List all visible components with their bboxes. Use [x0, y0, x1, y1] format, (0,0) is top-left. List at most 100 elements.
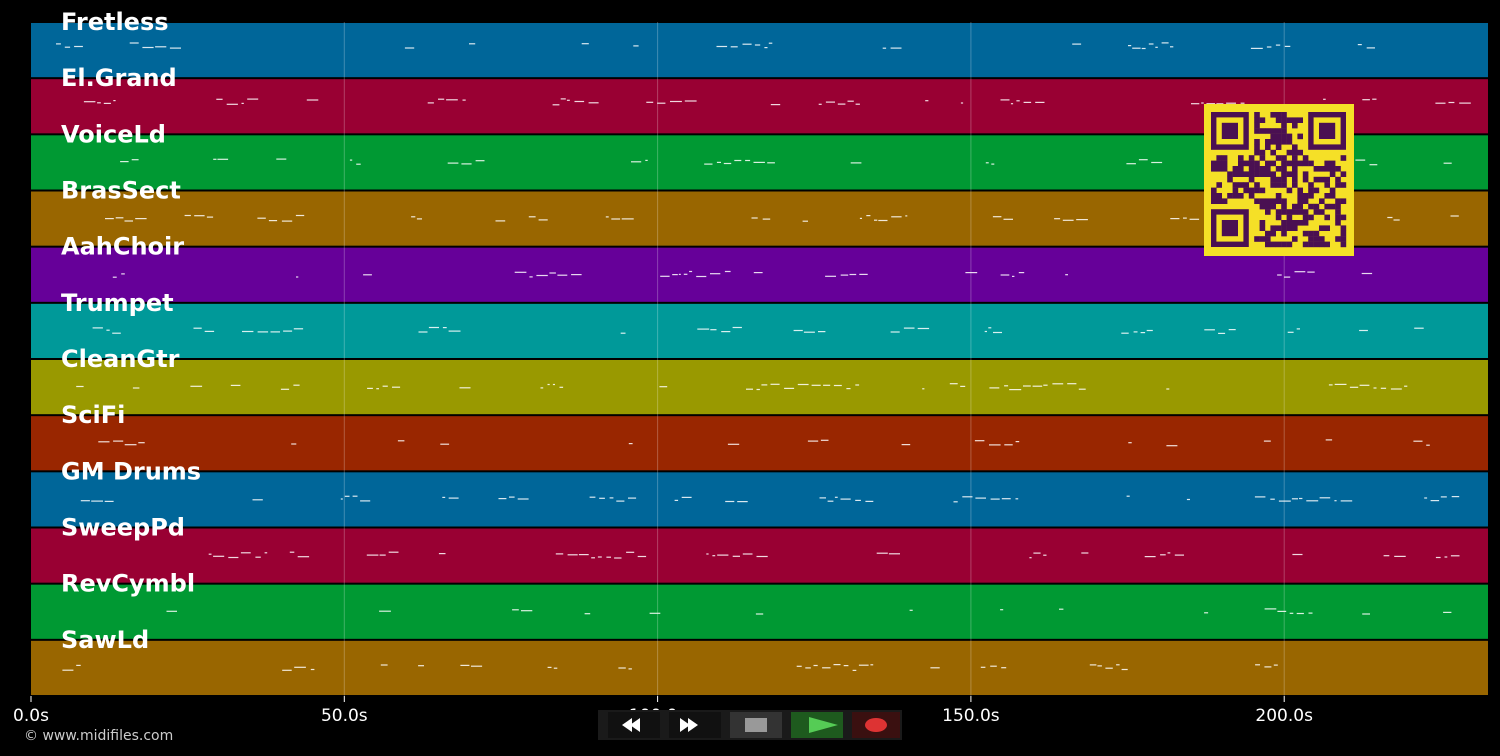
note — [1393, 219, 1400, 221]
note — [138, 442, 145, 444]
note — [1450, 215, 1459, 217]
track-name: VoiceLd — [61, 120, 166, 148]
qr-cell — [1292, 171, 1298, 177]
note — [448, 497, 459, 499]
qr-cell — [1259, 198, 1266, 204]
qr-cell — [1270, 176, 1276, 183]
note — [521, 610, 533, 612]
stop-button[interactable] — [730, 712, 782, 738]
note — [169, 47, 181, 49]
forward-button[interactable] — [669, 712, 721, 738]
note — [925, 100, 929, 102]
qr-cell — [1286, 225, 1293, 231]
note — [1362, 613, 1370, 615]
qr-cell — [1259, 171, 1266, 177]
play-button[interactable] — [791, 712, 843, 738]
note — [1126, 163, 1136, 165]
note — [589, 496, 596, 498]
note — [756, 388, 760, 391]
qr-cell — [1238, 160, 1244, 167]
qr-cell — [1340, 182, 1347, 188]
qr-cell — [1254, 198, 1260, 204]
qr-cell — [1297, 203, 1303, 210]
note — [1166, 445, 1178, 447]
note — [1450, 555, 1460, 557]
qr-cell — [1259, 117, 1266, 123]
qr-cell — [1297, 160, 1303, 167]
note — [388, 551, 399, 553]
note — [882, 47, 887, 49]
note — [380, 664, 388, 666]
note — [770, 383, 780, 385]
qr-cell — [1302, 160, 1309, 167]
note — [112, 276, 117, 278]
note — [796, 665, 802, 667]
note — [674, 499, 679, 501]
qr-cell — [1313, 203, 1320, 210]
qr-cell — [1270, 133, 1276, 140]
note — [1440, 496, 1447, 498]
qr-cell — [1324, 166, 1330, 172]
note — [678, 273, 681, 275]
qr-cell — [1232, 193, 1239, 199]
note — [1097, 665, 1102, 667]
note — [1000, 99, 1010, 101]
note — [1334, 383, 1347, 385]
note — [1023, 101, 1032, 103]
note — [990, 665, 997, 667]
note — [344, 495, 350, 497]
note — [723, 162, 732, 165]
qr-cell — [1238, 155, 1244, 161]
note — [989, 444, 1001, 446]
qr-cell — [1313, 166, 1320, 172]
note — [725, 500, 735, 503]
note — [1201, 102, 1204, 104]
note — [716, 45, 728, 48]
qr-cell — [1275, 139, 1282, 145]
qr-cell — [1281, 230, 1287, 237]
note — [697, 328, 710, 330]
note — [764, 47, 768, 49]
qr-cell — [1270, 198, 1276, 204]
qr-cell — [1238, 193, 1244, 199]
note — [280, 388, 290, 390]
qr-cell — [1281, 112, 1287, 118]
note — [509, 496, 515, 498]
track-name: AahChoir — [61, 233, 184, 261]
note — [988, 327, 992, 329]
qr-cell — [1270, 230, 1276, 237]
track-row — [31, 23, 1488, 78]
note — [581, 43, 589, 45]
note — [820, 439, 829, 441]
note — [965, 272, 978, 274]
note — [549, 272, 556, 274]
note — [645, 159, 648, 161]
record-button[interactable] — [852, 712, 900, 738]
qr-cell — [1254, 139, 1260, 145]
qr-cell — [1254, 182, 1260, 188]
note — [1383, 555, 1390, 557]
rewind-button[interactable] — [608, 712, 660, 738]
note — [1426, 444, 1430, 446]
qr-cell — [1270, 149, 1276, 156]
qr-cell — [1270, 112, 1276, 118]
note — [901, 444, 911, 446]
note — [1390, 388, 1402, 390]
note — [552, 104, 560, 106]
qr-cell — [1275, 198, 1282, 204]
note — [745, 159, 751, 162]
track-row — [31, 584, 1488, 639]
note — [264, 552, 268, 554]
qr-cell — [1335, 198, 1341, 204]
note — [621, 218, 634, 220]
note — [1240, 102, 1245, 104]
qr-cell — [1265, 171, 1271, 177]
note — [392, 386, 401, 388]
note — [805, 667, 811, 669]
note — [1275, 44, 1281, 46]
note — [416, 218, 422, 220]
note — [289, 551, 295, 553]
note — [1076, 219, 1088, 221]
note — [721, 331, 731, 333]
